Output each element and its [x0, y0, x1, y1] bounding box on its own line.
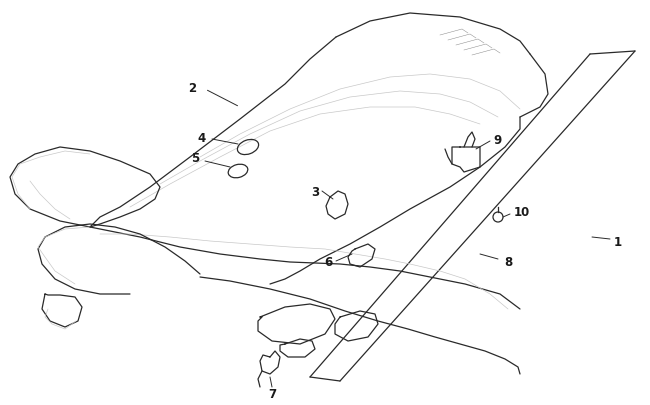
Text: 7: 7	[268, 388, 276, 401]
Text: 9: 9	[494, 133, 502, 146]
Text: 10: 10	[514, 205, 530, 218]
Text: 6: 6	[324, 255, 332, 268]
Text: 5: 5	[191, 151, 199, 164]
Text: 2: 2	[188, 81, 196, 94]
Text: 4: 4	[198, 131, 206, 144]
Text: 1: 1	[614, 235, 622, 248]
Text: 8: 8	[504, 255, 512, 268]
Text: 3: 3	[311, 185, 319, 198]
